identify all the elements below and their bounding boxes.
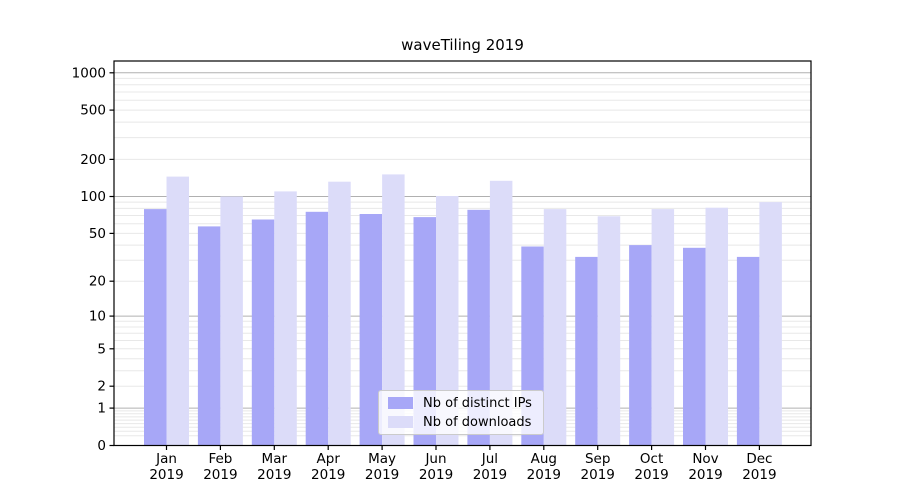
x-tick-label-year-apr: 2019 (311, 467, 345, 483)
legend: Nb of distinct IPs Nb of downloads (378, 390, 544, 435)
y-tick-label-2: 2 (97, 379, 106, 395)
bar-distinct-ips-may (359, 214, 383, 446)
x-tick-label-month-oct: Oct (640, 451, 663, 467)
x-tick-label-year-sep: 2019 (581, 467, 615, 483)
bar-distinct-ips-apr (305, 211, 329, 446)
bar-downloads-apr (328, 181, 351, 446)
x-tick-label-year-nov: 2019 (688, 467, 722, 483)
y-tick-label-20: 20 (89, 274, 106, 290)
x-tick-label-month-nov: Nov (692, 451, 718, 467)
y-tick-label-10: 10 (89, 309, 106, 325)
x-tick-label-year-feb: 2019 (203, 467, 237, 483)
bar-downloads-jun (436, 196, 459, 446)
y-tick-label-500: 500 (80, 103, 106, 119)
x-tick-label-month-sep: Sep (585, 451, 610, 467)
bar-downloads-nov (705, 207, 728, 446)
bar-downloads-dec (759, 202, 782, 446)
x-tick-label-month-jul: Jul (481, 451, 498, 467)
y-tick-label-5: 5 (97, 341, 106, 357)
y-tick-label-0: 0 (97, 438, 106, 454)
legend-label-distinct-ips: Nb of distinct IPs (423, 395, 532, 411)
bar-distinct-ips-sep (575, 256, 598, 446)
bar-downloads-mar (274, 191, 297, 446)
x-tick-label-year-mar: 2019 (257, 467, 291, 483)
x-tick-label-month-dec: Dec (746, 451, 772, 467)
x-tick-label-month-jun: Jun (424, 451, 446, 467)
plot-frame (113, 60, 812, 447)
y-tick-label-1: 1 (97, 401, 106, 417)
x-tick-label-year-dec: 2019 (742, 467, 776, 483)
bar-downloads-may (382, 174, 405, 446)
bar-downloads-jul (489, 180, 513, 446)
legend-entry-downloads: Nb of downloads (388, 416, 534, 429)
x-tick-label-month-jan: Jan (155, 451, 177, 467)
x-tick-label-month-mar: Mar (262, 451, 288, 467)
bar-distinct-ips-jun (413, 217, 436, 446)
bar-downloads-jan (166, 176, 189, 446)
bar-distinct-ips-dec (736, 256, 760, 446)
bar-distinct-ips-mar (251, 219, 275, 446)
bar-downloads-oct (651, 209, 675, 446)
x-tick-label-year-aug: 2019 (527, 467, 561, 483)
bar-distinct-ips-jul (467, 209, 490, 446)
x-tick-label-year-oct: 2019 (634, 467, 668, 483)
bar-distinct-ips-jan (144, 209, 167, 446)
bar-downloads-sep (597, 216, 621, 446)
x-tick-label-year-jan: 2019 (149, 467, 183, 483)
y-tick-label-100: 100 (80, 189, 106, 205)
y-tick-label-200: 200 (80, 152, 106, 168)
legend-swatch-distinct-ips-icon (388, 397, 413, 409)
x-tick-label-month-apr: Apr (317, 451, 341, 467)
bar-distinct-ips-feb (197, 226, 221, 446)
x-tick-label-month-may: May (368, 451, 396, 467)
y-tick-label-1000: 1000 (72, 65, 106, 81)
x-tick-label-year-jul: 2019 (473, 467, 507, 483)
y-tick-label-50: 50 (89, 226, 106, 242)
chart-title: waveTiling 2019 (401, 36, 524, 54)
bar-distinct-ips-nov (683, 247, 706, 446)
x-tick-label-year-may: 2019 (365, 467, 399, 483)
x-tick-label-month-feb: Feb (208, 451, 232, 467)
legend-swatch-downloads-icon (388, 416, 413, 428)
x-tick-label-month-aug: Aug (531, 451, 557, 467)
bar-downloads-aug (543, 209, 567, 446)
bar-distinct-ips-oct (629, 245, 652, 446)
bar-downloads-feb (220, 196, 243, 446)
x-tick-label-year-jun: 2019 (419, 467, 453, 483)
legend-label-downloads: Nb of downloads (423, 414, 532, 430)
legend-entry-distinct-ips: Nb of distinct IPs (388, 397, 534, 410)
